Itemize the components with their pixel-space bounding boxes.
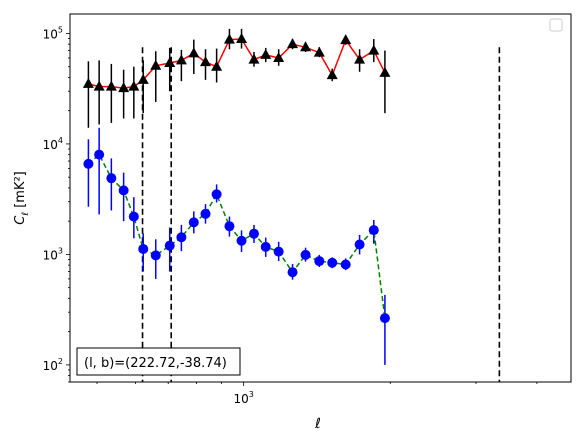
data-point — [326, 69, 338, 80]
data-point — [164, 240, 175, 251]
data-point — [368, 44, 380, 55]
y-tick-label: 104 — [43, 136, 63, 152]
data-point — [118, 185, 129, 196]
data-point — [260, 48, 272, 59]
legend-box — [549, 18, 563, 32]
data-point — [128, 80, 140, 91]
series-2 — [83, 127, 390, 365]
data-point — [94, 149, 105, 160]
data-point — [188, 47, 200, 58]
axis-layer: 102 103 104 105 103 — [43, 25, 538, 406]
annotation-box: (l, b)=(222.72,-38.74) — [76, 347, 241, 376]
data-point — [176, 232, 187, 243]
data-point — [138, 243, 149, 254]
data-point — [118, 82, 130, 93]
data-point — [260, 241, 271, 252]
data-point — [105, 80, 117, 91]
data-point — [379, 66, 391, 77]
x-axis-label: ℓ — [314, 416, 321, 432]
y-label-subscript: ℓ — [21, 212, 31, 217]
data-point — [211, 60, 223, 71]
data-point — [211, 189, 222, 200]
data-point — [164, 57, 176, 68]
data-point — [128, 211, 139, 222]
data-point — [224, 221, 235, 232]
data-point — [82, 77, 94, 88]
data-point — [83, 158, 94, 169]
x-tick-label: 103 — [233, 390, 253, 406]
series-line — [87, 153, 386, 319]
data-point — [300, 249, 311, 260]
data-point — [106, 173, 117, 184]
data-point — [340, 259, 351, 270]
data-point — [150, 59, 162, 70]
series-1 — [82, 28, 391, 128]
annotation-text: (l, b)=(222.72,-38.74) — [84, 356, 227, 371]
series-line — [88, 38, 386, 89]
data-point — [188, 217, 199, 228]
data-point — [273, 51, 285, 62]
data-point — [248, 53, 260, 64]
data-point — [287, 267, 298, 278]
y-label-unit: [mK²] — [13, 171, 28, 208]
data-point — [200, 56, 212, 67]
data-point — [200, 208, 211, 219]
data-point — [236, 33, 248, 44]
data-point — [150, 250, 161, 261]
plot-layer — [82, 28, 501, 382]
svg-text:Cℓ [mK²]: Cℓ [mK²] — [13, 171, 31, 224]
y-axis-label: Cℓ [mK²] — [13, 171, 31, 224]
y-tick-label: 105 — [43, 25, 63, 41]
data-point — [93, 80, 105, 91]
data-point — [354, 53, 366, 64]
data-point — [327, 257, 338, 268]
data-point — [273, 246, 284, 257]
data-point — [300, 41, 312, 52]
data-point — [236, 235, 247, 246]
data-point — [137, 73, 149, 84]
plot-frame — [69, 13, 572, 383]
y-tick-label: 103 — [43, 246, 63, 262]
data-point — [175, 54, 187, 65]
data-point — [223, 33, 235, 44]
data-point — [314, 256, 325, 267]
data-point — [340, 34, 352, 45]
y-tick-label: 102 — [43, 357, 63, 373]
data-point — [287, 38, 299, 49]
data-point — [368, 225, 379, 236]
data-point — [379, 313, 390, 324]
data-point — [248, 228, 259, 239]
data-point — [313, 46, 325, 57]
data-point — [354, 239, 365, 250]
y-label-symbol: C — [13, 215, 28, 225]
